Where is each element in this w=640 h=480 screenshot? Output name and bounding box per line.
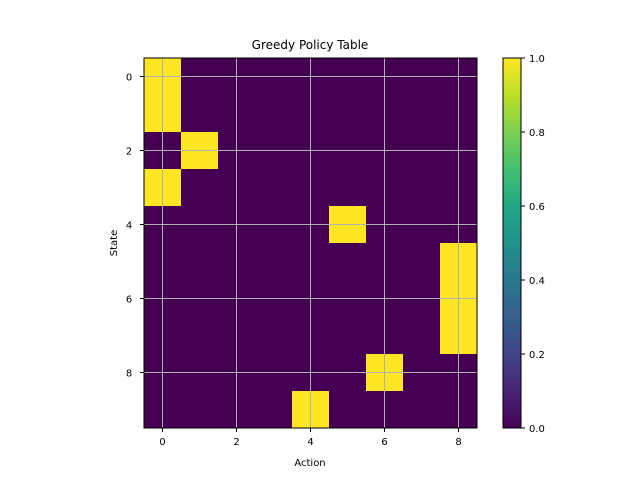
chart-title: Greedy Policy Table [252, 38, 369, 52]
colorbar-tick-label-5: 1.0 [529, 54, 545, 65]
heatmap-cell-r7-c1 [181, 317, 219, 355]
colorbar [502, 57, 522, 429]
colorbar-tick-label-2: 0.4 [529, 276, 545, 287]
x-tick-label-2: 2 [233, 437, 239, 448]
x-tick-label-6: 6 [381, 437, 387, 448]
colorbar-tick-label-1: 0.2 [529, 350, 545, 361]
heatmap-cell-r5-c1 [181, 243, 219, 281]
x-tick-label-0: 0 [159, 437, 165, 448]
colorbar-tick-label-3: 0.6 [529, 202, 545, 213]
y-tick-label-2: 2 [126, 147, 132, 158]
heatmap-cell-r9-c1 [181, 391, 219, 429]
heatmap-grid [144, 58, 477, 428]
colorbar-tick-label-4: 0.8 [529, 128, 545, 139]
heatmap-cell-r1-c7 [403, 95, 441, 133]
heatmap-cell-r7-c3 [255, 317, 293, 355]
heatmap-cell-r1-c1 [181, 95, 219, 133]
y-axis-ticks: 0 2 4 6 8 [126, 73, 144, 380]
heatmap-cell-r7-c7 [403, 317, 441, 355]
y-axis-label: State [109, 230, 120, 256]
heatmap-cell-r3-c7 [403, 169, 441, 207]
x-tick-label-4: 4 [307, 437, 313, 448]
y-tick-label-4: 4 [126, 221, 132, 232]
y-tick-label-0: 0 [126, 73, 132, 84]
heatmap-cell-r1-c5 [329, 95, 367, 133]
heatmap-cell-r3-c3 [255, 169, 293, 207]
heatmap-cell-r3-c1 [181, 169, 219, 207]
x-axis-label: Action [294, 458, 325, 469]
x-axis-ticks: 0 2 4 6 8 [159, 428, 462, 448]
y-tick-label-6: 6 [126, 295, 132, 306]
x-tick-label-8: 8 [455, 437, 461, 448]
heatmap-cell-r3-c5 [329, 169, 367, 207]
y-tick-label-8: 8 [126, 369, 132, 380]
heatmap-cell-r7-c5 [329, 317, 367, 355]
heatmap-cell-r5-c3 [255, 243, 293, 281]
heatmap-cell-r9-c7 [403, 391, 441, 429]
heatmap-cell-r9-c5 [329, 391, 367, 429]
heatmap-cell-r9-c3 [255, 391, 293, 429]
colorbar-ticks: 0.0 0.2 0.4 0.6 0.8 1.0 [521, 54, 545, 435]
heatmap-cell-r1-c3 [255, 95, 293, 133]
colorbar-tick-label-0: 0.0 [529, 424, 545, 435]
heatmap-cell-r5-c7 [403, 243, 441, 281]
heatmap-cell-r5-c5 [329, 243, 367, 281]
